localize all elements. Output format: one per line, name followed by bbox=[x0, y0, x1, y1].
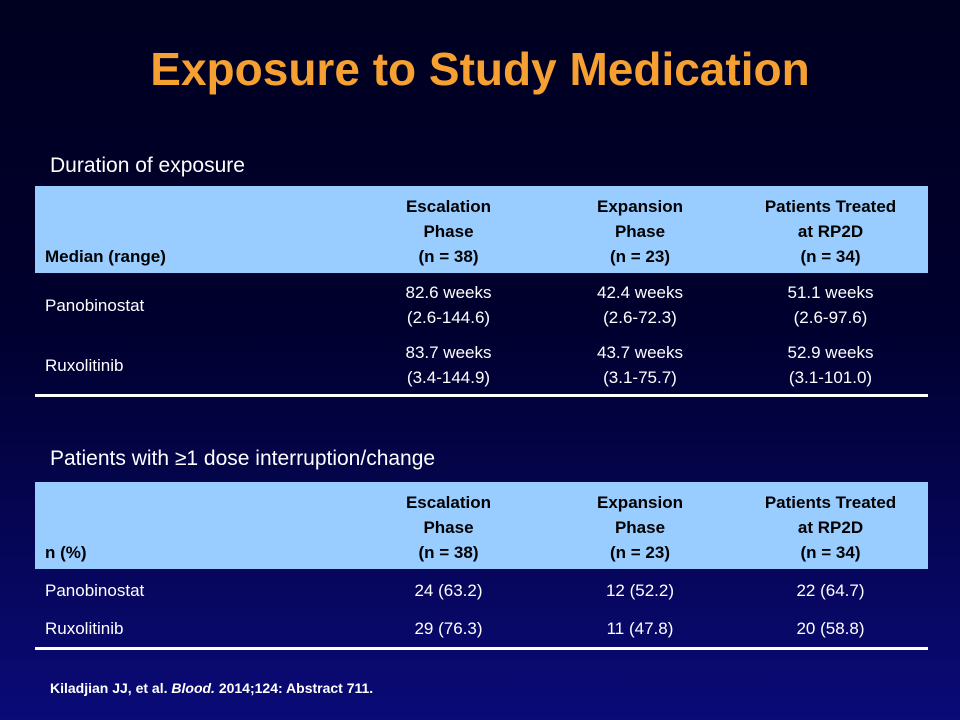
table-cell: 12 (52.2) bbox=[605, 580, 675, 600]
interruption-col-escalation: Escalation Phase (n = 38) bbox=[405, 493, 492, 562]
table-cell: 24 (63.2) bbox=[414, 580, 483, 600]
table-cell: 51.1 weeks (2.6-97.6) bbox=[787, 283, 874, 327]
interruption-col-rp2d: Patients Treated at RP2D (n = 34) bbox=[764, 493, 897, 562]
slide-title: Exposure to Study Medication bbox=[150, 43, 810, 95]
duration-header-row: Median (range) Escalation Phase (n = 38) E… bbox=[35, 186, 928, 273]
table-cell: 82.6 weeks (2.6-144.6) bbox=[405, 283, 492, 327]
duration-row-header: Median (range) bbox=[45, 247, 166, 266]
table-cell: 42.4 weeks (2.6-72.3) bbox=[597, 283, 683, 327]
row-label: Panobinostat bbox=[45, 295, 145, 315]
row-label: Ruxolitinib bbox=[35, 337, 350, 397]
interruption-row-header: n (%) bbox=[45, 543, 87, 562]
table-cell: 83.7 weeks (3.4-144.9) bbox=[350, 337, 547, 397]
table-row: Ruxolitinib 83.7 weeks (3.4-144.9) 43.7 w… bbox=[35, 337, 928, 397]
interruption-col-expansion: Expansion Phase (n = 23) bbox=[597, 493, 683, 562]
row-label: Ruxolitinib bbox=[35, 611, 350, 650]
citation: Kiladjian JJ, et al. Blood. 2014;124: Ab… bbox=[50, 680, 373, 696]
duration-col-escalation: Escalation Phase (n = 38) bbox=[405, 197, 492, 266]
citation-journal: Blood. bbox=[171, 680, 215, 696]
table-cell: 22 (64.7) bbox=[796, 580, 865, 600]
row-label: Panobinostat bbox=[45, 580, 145, 600]
table-cell: 20 (58.8) bbox=[733, 611, 928, 650]
table-cell: 29 (76.3) bbox=[350, 611, 547, 650]
table-row: Panobinostat 24 (63.2) 12 (52.2) 22 (64.… bbox=[35, 569, 928, 611]
duration-col-rp2d: Patients Treated at RP2D (n = 34) bbox=[764, 197, 897, 266]
citation-authors: Kiladjian JJ, et al. bbox=[50, 680, 168, 696]
table-row: Ruxolitinib 29 (76.3) 11 (47.8) 20 (58.8… bbox=[35, 611, 928, 650]
duration-section-label: Duration of exposure bbox=[50, 154, 245, 177]
interruption-section-label: Patients with ≥1 dose interruption/chang… bbox=[50, 447, 436, 470]
table-cell: 52.9 weeks (3.1-101.0) bbox=[733, 337, 928, 397]
table-row: Panobinostat 82.6 weeks (2.6-144.6) 42.4 … bbox=[35, 273, 928, 337]
duration-col-expansion: Expansion Phase (n = 23) bbox=[597, 197, 683, 266]
table-cell: 43.7 weeks (3.1-75.7) bbox=[547, 337, 733, 397]
duration-table: Median (range) Escalation Phase (n = 38) E… bbox=[35, 186, 928, 397]
interruption-table: n (%) Escalation Phase (n = 38) Expansion P… bbox=[35, 482, 928, 650]
interruption-header-row: n (%) Escalation Phase (n = 38) Expansion P… bbox=[35, 482, 928, 569]
table-cell: 11 (47.8) bbox=[547, 611, 733, 650]
citation-details: 2014;124: Abstract 711. bbox=[218, 680, 374, 696]
